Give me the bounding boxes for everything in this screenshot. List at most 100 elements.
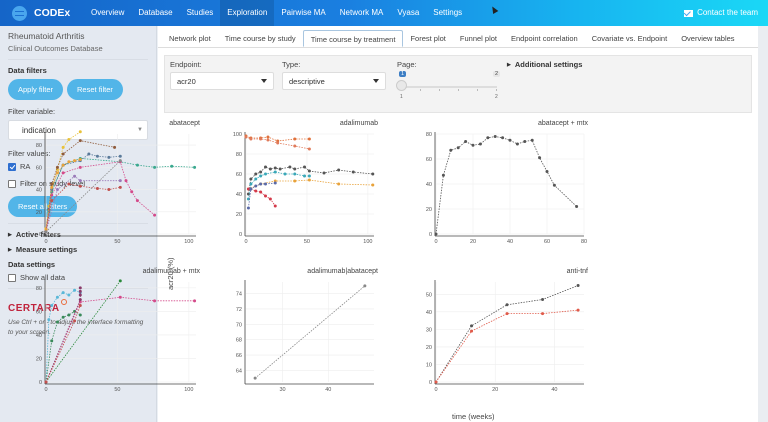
- svg-text:70: 70: [236, 322, 242, 328]
- plot-adalimumab-abatacept[interactable]: adalimumab|abatacept 64 66 68 70 72 74 30 40: [236, 268, 378, 396]
- svg-text:50: 50: [114, 387, 120, 393]
- tab-covariate-vs-endpoint[interactable]: Covariate vs. Endpoint: [591, 34, 668, 43]
- svg-text:100: 100: [363, 239, 372, 245]
- svg-text:0: 0: [429, 380, 432, 386]
- svg-text:0: 0: [39, 380, 42, 386]
- plot-settings-panel: Endpoint: acr20 Type: descriptive Page: …: [164, 55, 752, 113]
- svg-text:20: 20: [426, 345, 432, 351]
- nav-database[interactable]: Database: [138, 8, 173, 17]
- checkbox-icon[interactable]: [8, 179, 16, 188]
- type-value: descriptive: [289, 76, 325, 86]
- svg-text:10: 10: [426, 362, 432, 368]
- nav-exploration[interactable]: Exploration: [220, 0, 275, 26]
- svg-text:0: 0: [44, 239, 47, 245]
- divider: [8, 288, 148, 289]
- tab-time-course-by-study[interactable]: Time course by study: [224, 34, 296, 43]
- filter-variable-select[interactable]: indication ▼: [8, 120, 148, 140]
- svg-text:20: 20: [36, 210, 42, 216]
- tab-network-plot[interactable]: Network plot: [169, 34, 211, 43]
- svg-text:0: 0: [244, 239, 247, 245]
- checkbox-icon[interactable]: [8, 273, 16, 282]
- show-all-data-label: Show all data: [20, 273, 66, 282]
- tab-funnel-plot[interactable]: Funnel plot: [459, 34, 497, 43]
- svg-text:40: 40: [236, 192, 242, 198]
- svg-text:20: 20: [236, 212, 242, 218]
- y-axis-label: acr20 (%): [166, 257, 175, 290]
- nav-settings[interactable]: Settings: [433, 8, 463, 17]
- triangle-right-icon: ▶: [8, 232, 12, 239]
- additional-settings-label: Additional settings: [514, 60, 583, 69]
- page-slider-handle[interactable]: [396, 80, 407, 91]
- nav-studies[interactable]: Studies: [186, 8, 214, 17]
- svg-text:0: 0: [44, 387, 47, 393]
- tab-endpoint-correlation[interactable]: Endpoint correlation: [511, 34, 578, 43]
- right-scroll-area[interactable]: [758, 26, 768, 422]
- slider-max-tick: 2: [495, 94, 498, 100]
- svg-text:66: 66: [236, 353, 242, 359]
- svg-text:50: 50: [114, 239, 120, 245]
- tab-forest-plot[interactable]: Forest plot: [410, 34, 446, 43]
- triangle-right-icon: ▶: [8, 247, 12, 254]
- main-panel: Network plot Time course by study Time c…: [36, 26, 758, 422]
- plot-title: adalimumab|abatacept: [307, 268, 378, 275]
- certara-ring-icon: [60, 299, 67, 305]
- nav-overview[interactable]: Overview: [91, 8, 125, 17]
- svg-text:0: 0: [434, 239, 437, 245]
- brand[interactable]: CODEx: [0, 0, 84, 26]
- filter-variable-value: indication: [22, 125, 56, 135]
- svg-text:0: 0: [429, 232, 432, 238]
- svg-text:30: 30: [426, 327, 432, 333]
- svg-text:64: 64: [236, 368, 242, 374]
- plot-adalimumab[interactable]: adalimumab 0 20 40 60 80 100 0 50 100: [233, 120, 378, 248]
- plot-abatacept-mtx[interactable]: abatacept + mtx 0 20 40 60 80 0 20 40 60 80: [426, 120, 588, 248]
- apply-filter-button[interactable]: Apply filter: [8, 79, 64, 100]
- codex-logo-icon: [12, 5, 27, 21]
- page-slider-value: 1: [399, 71, 407, 77]
- svg-text:40: 40: [325, 387, 331, 393]
- sidebar: Rheumatoid Arthritis Clinical Outcomes D…: [0, 26, 157, 422]
- reset-filter-button[interactable]: Reset filter: [67, 79, 123, 100]
- active-filters-toggle[interactable]: ▶ Active filters: [8, 230, 148, 239]
- nav-pairwise-ma[interactable]: Pairwise MA: [281, 8, 326, 17]
- svg-text:80: 80: [581, 239, 587, 245]
- type-select[interactable]: descriptive: [282, 72, 386, 90]
- plot-adalimumab-mtx[interactable]: adalimumab + mtx 0 20 40 60 80 0 50 100: [36, 268, 200, 396]
- svg-text:0: 0: [239, 232, 242, 238]
- certara-logo-text: CERTARA: [8, 303, 60, 314]
- checkbox-checked-icon[interactable]: [8, 162, 16, 171]
- page-slider-max: 2: [493, 71, 501, 77]
- zoom-hint: Use Ctrl + or - to adjust the interface …: [8, 319, 144, 336]
- svg-text:100: 100: [184, 239, 193, 245]
- triangle-right-icon: ▶: [507, 62, 511, 69]
- nav-vyasa[interactable]: Vyasa: [397, 8, 420, 17]
- svg-text:60: 60: [544, 239, 550, 245]
- svg-text:20: 20: [36, 356, 42, 362]
- page-slider-track[interactable]: [401, 86, 497, 88]
- tab-time-course-by-treatment[interactable]: Time course by treatment: [302, 30, 404, 47]
- contact-team-link[interactable]: Contact the team: [684, 0, 758, 26]
- endpoint-select[interactable]: acr20: [170, 72, 274, 90]
- svg-text:80: 80: [236, 152, 242, 158]
- type-label: Type:: [282, 60, 301, 69]
- plot-title: abatacept + mtx: [537, 120, 588, 127]
- mail-icon: [684, 9, 694, 17]
- svg-text:40: 40: [507, 239, 513, 245]
- svg-text:20: 20: [492, 387, 498, 393]
- plot-abatacept[interactable]: abatacept 0 20 40 60 80 0 50 100: [36, 120, 200, 248]
- slider-min-tick: 1: [400, 94, 403, 100]
- measure-settings-toggle[interactable]: ▶ Measure settings: [8, 245, 148, 254]
- show-all-data[interactable]: Show all data: [8, 273, 148, 282]
- svg-text:40: 40: [36, 333, 42, 339]
- additional-settings-toggle[interactable]: ▶ Additional settings: [507, 60, 582, 69]
- plot-anti-tnf[interactable]: anti-tnf 0 10 20 30 40 50 0 20 40: [426, 268, 588, 396]
- tab-bar: Network plot Time course by study Time c…: [158, 26, 758, 48]
- nav-network-ma[interactable]: Network MA: [339, 8, 384, 17]
- svg-text:80: 80: [36, 143, 42, 149]
- brand-name: CODEx: [34, 7, 71, 19]
- filter-value-ra[interactable]: RA: [8, 162, 148, 171]
- svg-text:20: 20: [470, 239, 476, 245]
- filter-variable-label: Filter variable:: [8, 107, 56, 116]
- measure-settings-label: Measure settings: [15, 245, 78, 254]
- tab-overview-tables[interactable]: Overview tables: [681, 34, 735, 43]
- svg-text:50: 50: [304, 239, 310, 245]
